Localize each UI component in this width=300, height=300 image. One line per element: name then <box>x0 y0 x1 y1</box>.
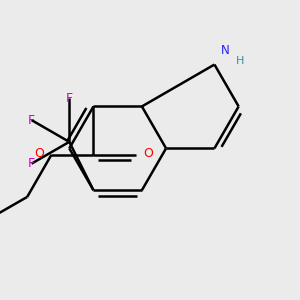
Text: F: F <box>66 92 73 105</box>
Text: O: O <box>34 147 44 160</box>
Text: F: F <box>28 157 35 170</box>
Text: N: N <box>221 44 230 57</box>
Text: H: H <box>236 56 244 66</box>
Text: F: F <box>28 114 35 127</box>
Text: O: O <box>143 147 153 160</box>
